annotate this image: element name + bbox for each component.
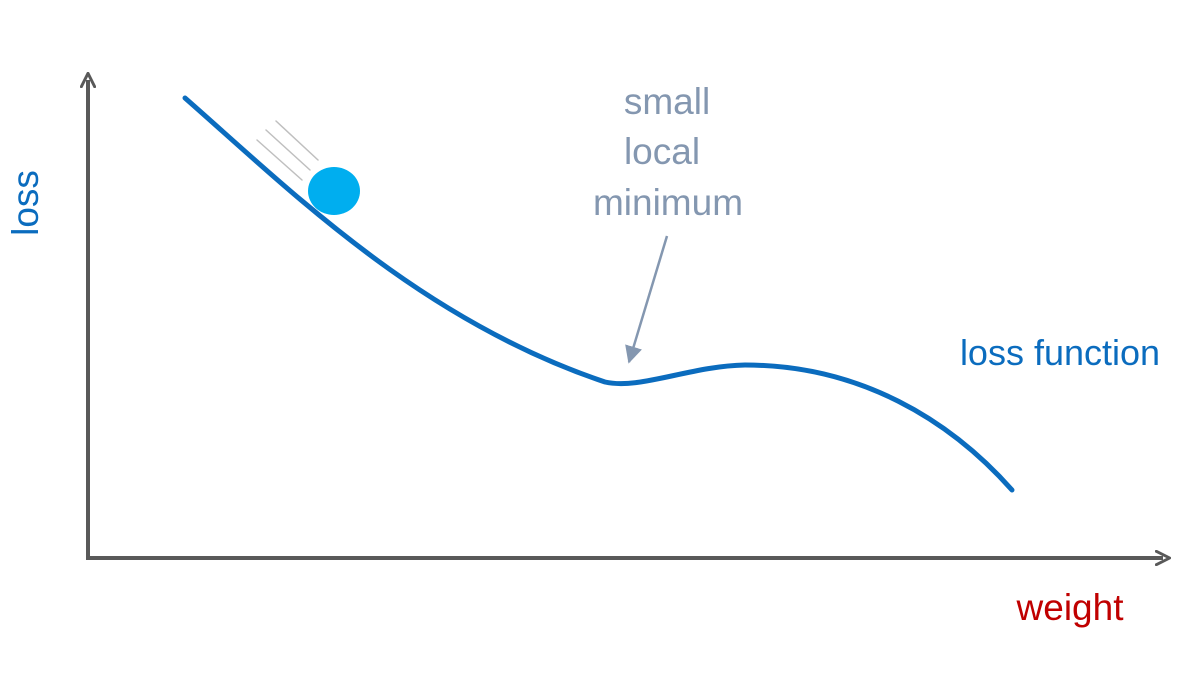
annotation-line-3: minimum [593,182,743,223]
annotation-text: small local minimum [593,81,743,223]
motion-lines-icon [256,120,319,181]
x-axis-label: weight [1016,587,1125,628]
annotation-line-1: small [624,81,710,122]
ball-icon [308,167,360,215]
annotation-line-2: local [624,131,700,172]
curve-label: loss function [960,332,1160,373]
y-axis-label: loss [5,170,46,236]
loss-curve [182,95,1015,493]
annotation-arrow [625,235,669,364]
